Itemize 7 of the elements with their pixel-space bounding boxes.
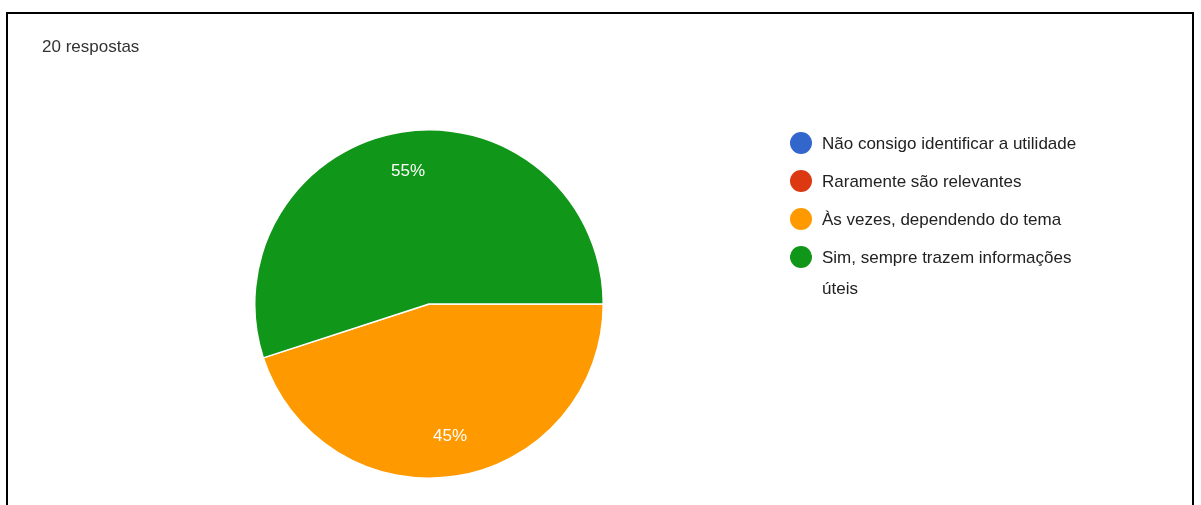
legend-label: Sim, sempre trazem informações úteis <box>822 247 1073 300</box>
legend-label: Não consigo identificar a utilidade <box>822 133 1078 155</box>
legend-label: Raramente são relevantes <box>822 171 1023 193</box>
text: 20 respostas <box>42 37 140 57</box>
data-label: 45% <box>432 426 467 446</box>
legend-label: Às vezes, dependendo do tema <box>822 209 1063 231</box>
data-label: 55% <box>391 161 426 181</box>
